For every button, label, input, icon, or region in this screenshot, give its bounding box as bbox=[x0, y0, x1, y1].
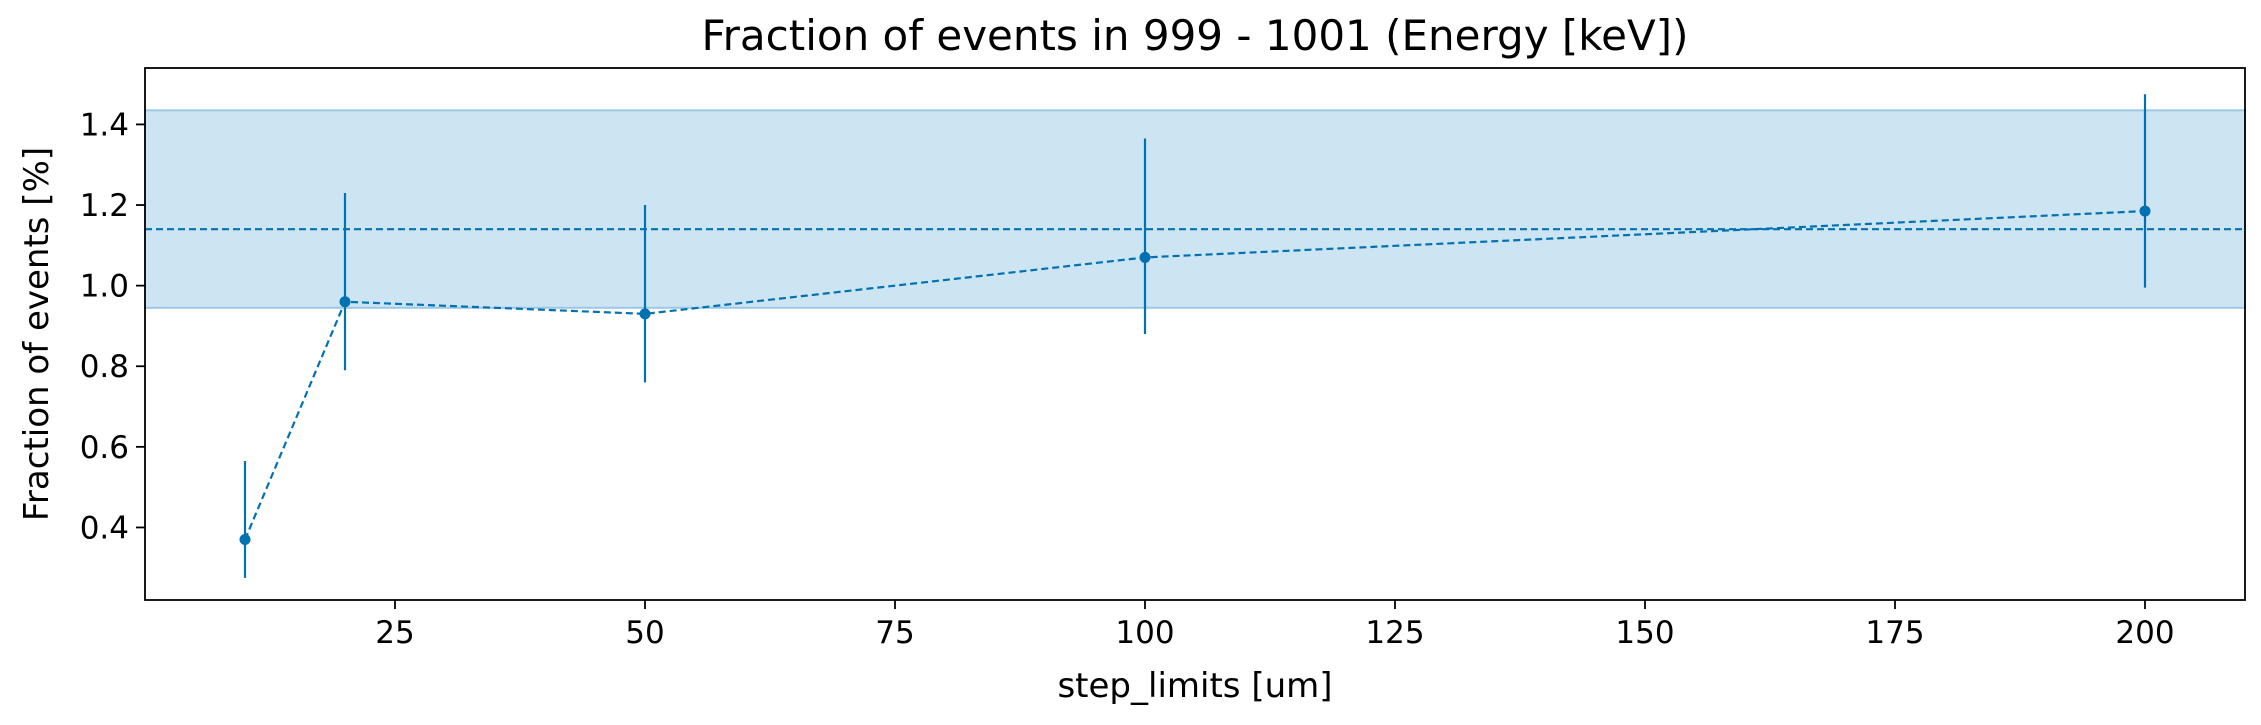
x-tick-label: 200 bbox=[2115, 615, 2174, 651]
reference-band bbox=[144, 109, 2246, 309]
data-point bbox=[639, 308, 651, 320]
y-tick-label: 0.6 bbox=[80, 430, 129, 466]
axes-frame bbox=[144, 67, 2246, 601]
x-axis-label: step_limits [um] bbox=[1057, 666, 1332, 706]
x-tick-label: 150 bbox=[1615, 615, 1674, 651]
y-tick-label: 0.8 bbox=[80, 349, 129, 385]
y-axis-label: Fraction of events [%] bbox=[17, 147, 57, 521]
data-point bbox=[339, 296, 351, 308]
x-tick-label: 100 bbox=[1115, 615, 1174, 651]
data-point bbox=[239, 534, 251, 546]
series-line bbox=[243, 209, 2146, 540]
x-tick-label: 175 bbox=[1865, 615, 1924, 651]
x-tick-label: 125 bbox=[1365, 615, 1424, 651]
x-tick-label: 50 bbox=[625, 615, 664, 651]
plot-area bbox=[144, 94, 2246, 578]
y-tick-label: 1.0 bbox=[80, 269, 129, 305]
x-tick-label: 75 bbox=[875, 615, 914, 651]
axis-ticks: 25 50 75 100 125 150 175 200 0.4 0.6 0.8 1.0 1.2 1.4 bbox=[80, 107, 2175, 651]
y-tick-label: 0.4 bbox=[80, 510, 129, 546]
data-point bbox=[1139, 251, 1151, 263]
x-tick-label: 25 bbox=[375, 615, 414, 651]
data-point bbox=[2139, 205, 2151, 217]
y-tick-label: 1.2 bbox=[80, 188, 129, 224]
y-tick-label: 1.4 bbox=[80, 107, 129, 143]
chart-title: Fraction of events in 999 - 1001 (Energy… bbox=[702, 11, 1689, 60]
